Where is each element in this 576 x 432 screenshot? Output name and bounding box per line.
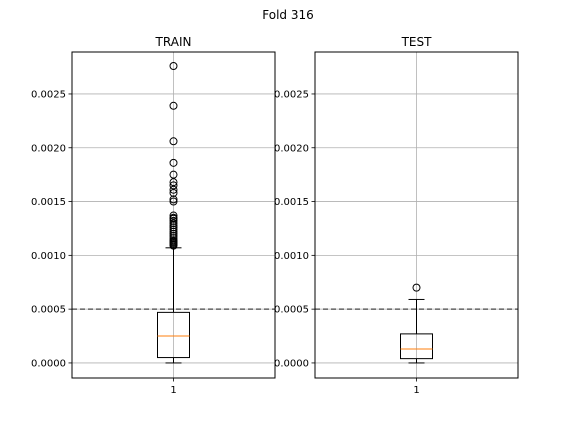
panel-2-axes: TEST 0.0000 0.0005 0.0010 0.0015 0.0020 0.0025…: [274, 35, 519, 396]
panel-2-ytick-label: 0.0025: [274, 89, 309, 100]
panel-2-ytick-label: 0.0000: [274, 358, 309, 369]
panel-1-ytick-label: 0.0015: [31, 197, 66, 208]
panel-1-outlier-point: [169, 188, 178, 197]
panel-1-axes: TRAIN 0.0000 0.0005 0.0010 0.0015 0.0020 0.002…: [31, 35, 276, 396]
panel-1-outlier-point: [169, 178, 178, 187]
panel-1-ytick-label: 0.0025: [31, 89, 66, 100]
panel-1-ytick-label: 0.0005: [31, 305, 66, 316]
panel-2-ytick-label: 0.0020: [274, 143, 309, 154]
panel-1-ytick-label: 0.0010: [31, 251, 66, 262]
panel-1-outlier-point: [169, 137, 178, 146]
panel-1-ytick-label: 0.0020: [31, 143, 66, 154]
panel-1-outlier-point: [169, 219, 178, 228]
panel-1-frame: [71, 51, 276, 379]
panel-1-box: [157, 311, 190, 359]
panel-2-ytick-label: 0.0010: [274, 251, 309, 262]
panel-2-box: [400, 333, 433, 360]
panel-1-outlier-point: [169, 181, 178, 190]
panel-1-outlier-point: [169, 216, 178, 225]
panel-1-outlier-point: [169, 229, 178, 238]
panel-1-outlier-point: [169, 236, 178, 245]
panel-1-outlier-point: [169, 227, 178, 236]
panel-1-outlier-point: [169, 213, 178, 222]
panel-2-outlier-point: [412, 283, 421, 292]
figure-suptitle: Fold 316: [262, 8, 314, 22]
panel-1-outlier-point: [169, 221, 178, 230]
panel-2-frame: [314, 51, 519, 379]
panel-1-title: TRAIN: [155, 35, 192, 49]
panel-1-outlier-point: [169, 223, 178, 232]
panel-1-outlier-point: [169, 170, 178, 179]
panel-1-outlier-point: [169, 225, 178, 234]
panel-1-outlier-point: [169, 61, 178, 70]
panel-1-ytick-label: 0.0000: [31, 358, 66, 369]
panel-1-outlier-point: [169, 231, 178, 240]
panel-1-outlier-point: [169, 197, 178, 206]
subplots: TRAIN 0.0000 0.0005 0.0010 0.0015 0.0020 0.002…: [31, 35, 519, 396]
panel-2-xtick-label: 1: [413, 385, 419, 396]
panel-1-xtick-label: 1: [170, 385, 176, 396]
panel-1-outlier-point: [169, 185, 178, 194]
panel-2-ytick-label: 0.0005: [274, 305, 309, 316]
panel-2-ytick-label: 0.0015: [274, 197, 309, 208]
panel-1-outlier-point: [169, 195, 178, 204]
panel-1-outlier-point: [169, 101, 178, 110]
panel-2-title: TEST: [401, 35, 433, 49]
panel-1-outlier-point: [169, 211, 178, 220]
panel-1-outlier-point: [169, 234, 178, 243]
panel-1-outlier-point: [169, 158, 178, 167]
